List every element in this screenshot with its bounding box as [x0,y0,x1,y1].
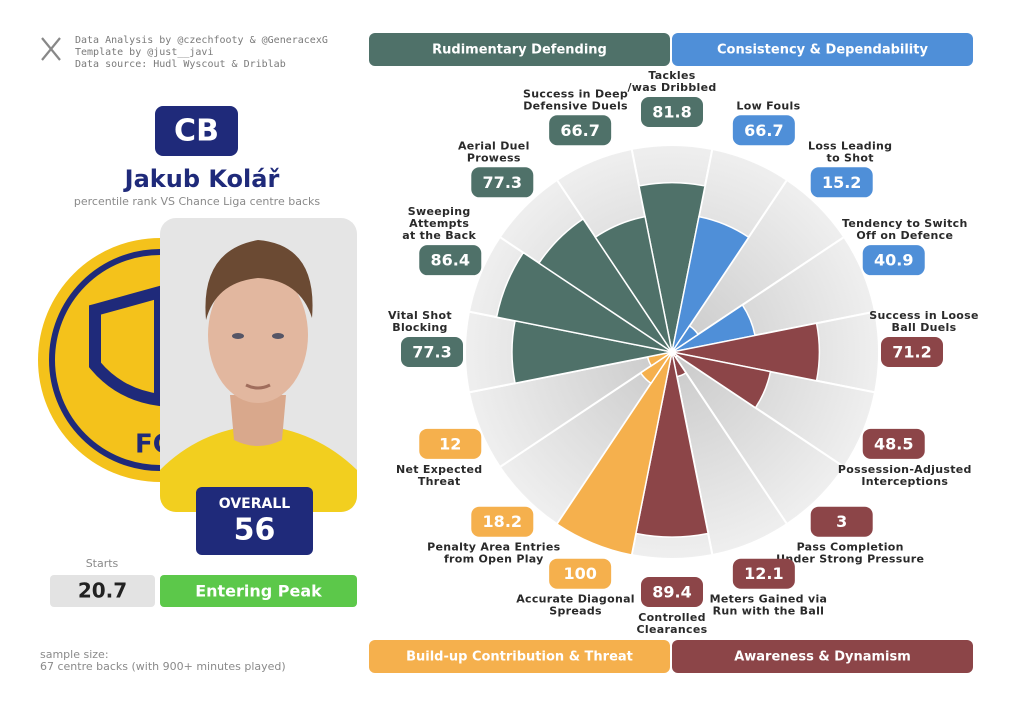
value-box [471,506,534,537]
category-label: Low Fouls [736,99,800,112]
slice [555,351,673,556]
group-name: Awareness & Dynamism [734,650,911,665]
value-label: 40.9 [874,251,913,270]
category-label: Accurate Diagonal Spreads [516,593,635,618]
category-label: Meters Gained via Run with the Ball [710,593,828,618]
group-name: Consistency & Dependability [717,43,928,58]
category-label: Aerial Duel Prowess [458,139,530,164]
category-label: Success in Deep Defensive Duels [523,87,628,112]
value-box [862,428,925,459]
value-label: 77.3 [483,173,522,192]
starts-label: Starts [86,557,119,570]
player-photo [160,218,357,512]
value-label: 71.2 [892,343,931,362]
value-label: 18.2 [483,512,522,531]
category-label: Tackles/was Dribbled [627,69,716,94]
position: CB [174,114,219,149]
category-label: Controlled Clearances [637,611,708,636]
slice [537,217,673,353]
slice [639,351,673,385]
credit: Template by @just__javi [75,47,213,58]
value-box [471,167,534,198]
overall-value: 56 [234,513,276,548]
value-label: 66.7 [560,121,599,140]
value-box [419,245,482,276]
slice [495,251,673,353]
category-label: Vital Shot Blocking [388,309,452,334]
credit: Data Analysis by @czechfooty & @Generace… [75,35,328,46]
pizza-chart: Rudimentary Defending Consistency & Depen… [369,33,979,673]
sample-size: sample size: [40,648,109,661]
value-label: 100 [563,564,596,583]
value-label: 12 [439,434,461,453]
category-label: Penalty Area Entries from Open Play [427,541,560,566]
group-name: Rudimentary Defending [432,43,607,58]
value-box [549,558,612,589]
value-label: 15.2 [822,173,861,192]
x-logo [41,37,61,61]
overall-label: OVERALL [219,496,290,512]
category-label: Net Expected Threat [396,463,482,488]
value-label: 12.1 [744,564,783,583]
slice [671,215,750,353]
status-box [160,575,357,607]
value-box [641,97,703,127]
value-label: 89.4 [652,583,691,602]
slice [671,322,821,382]
value-label: 81.8 [652,103,691,122]
slice [594,215,673,353]
group-header [672,33,973,66]
value-label: 77.3 [412,343,451,362]
subtitle: percentile rank VS Chance Liga centre ba… [74,195,320,208]
status: Entering Peak [195,582,322,601]
category-label: Success in Loose Ball Duels [869,309,979,334]
starts-value: 20.7 [78,579,127,603]
value-label: 86.4 [431,251,470,270]
value-box [862,245,925,276]
slice [671,351,772,409]
starts-box [50,575,155,607]
category-label: Pass Completion Under Strong Pressure [776,541,924,566]
category-label: Loss Leading to Shot [808,139,892,164]
position-badge [155,106,238,156]
value-label: 3 [836,512,847,531]
sample-size: 67 centre backs (with 900+ minutes playe… [40,660,286,673]
value-label: 48.5 [874,434,913,453]
credit: Data source: Hudl Wyscout & Driblab [75,59,286,70]
value-label: 66.7 [744,121,783,140]
category-label: Possession-Adjusted Interceptions [838,463,972,488]
value-box [549,115,612,146]
group-header [369,640,670,673]
value-box [401,337,463,367]
value-box [881,337,943,367]
group-header [369,33,670,66]
group-header [672,640,973,673]
value-box [732,558,795,589]
value-box [732,115,795,146]
value-box [419,428,482,459]
value-box [810,506,873,537]
player-name: Jakub Kolář [123,165,280,193]
slice [638,181,706,353]
value-box [641,577,703,607]
overall-box [196,487,313,555]
category-label: Tendency to Switch Off on Defence [842,217,968,242]
value-box [810,167,873,198]
category-label: Sweeping Attempts at the Back [402,205,476,242]
group-name: Build-up Contribution & Threat [406,650,633,665]
